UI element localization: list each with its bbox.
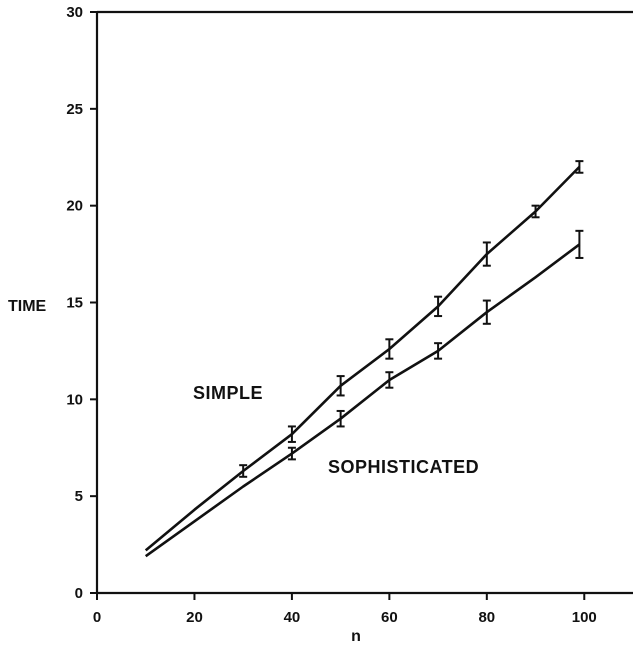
x-tick-label: 20: [186, 609, 203, 626]
y-tick-label: 20: [66, 198, 83, 215]
x-tick-label: 40: [284, 609, 301, 626]
y-axis-label: TIME: [8, 298, 47, 315]
y-tick-label: 5: [75, 488, 83, 505]
x-tick-label: 60: [381, 609, 398, 626]
series-line-simple: [144, 165, 581, 552]
y-tick-label: 25: [66, 101, 83, 118]
x-tick-label: 100: [572, 609, 597, 626]
series-line-sophisticated: [144, 243, 581, 558]
series-label-sophisticated: SOPHISTICATED: [328, 457, 479, 477]
y-tick-label: 30: [66, 4, 83, 21]
series-label-simple: SIMPLE: [193, 383, 263, 403]
x-tick-label: 80: [478, 609, 495, 626]
y-tick-label: 15: [66, 295, 83, 312]
x-axis-label: n: [351, 628, 361, 645]
y-tick-label: 10: [66, 391, 83, 408]
x-tick-label: 0: [93, 609, 101, 626]
y-tick-label: 0: [75, 585, 83, 602]
plot-area: 0 20 40 60 80 100 0 5 10 15 20 25 30: [66, 4, 633, 626]
